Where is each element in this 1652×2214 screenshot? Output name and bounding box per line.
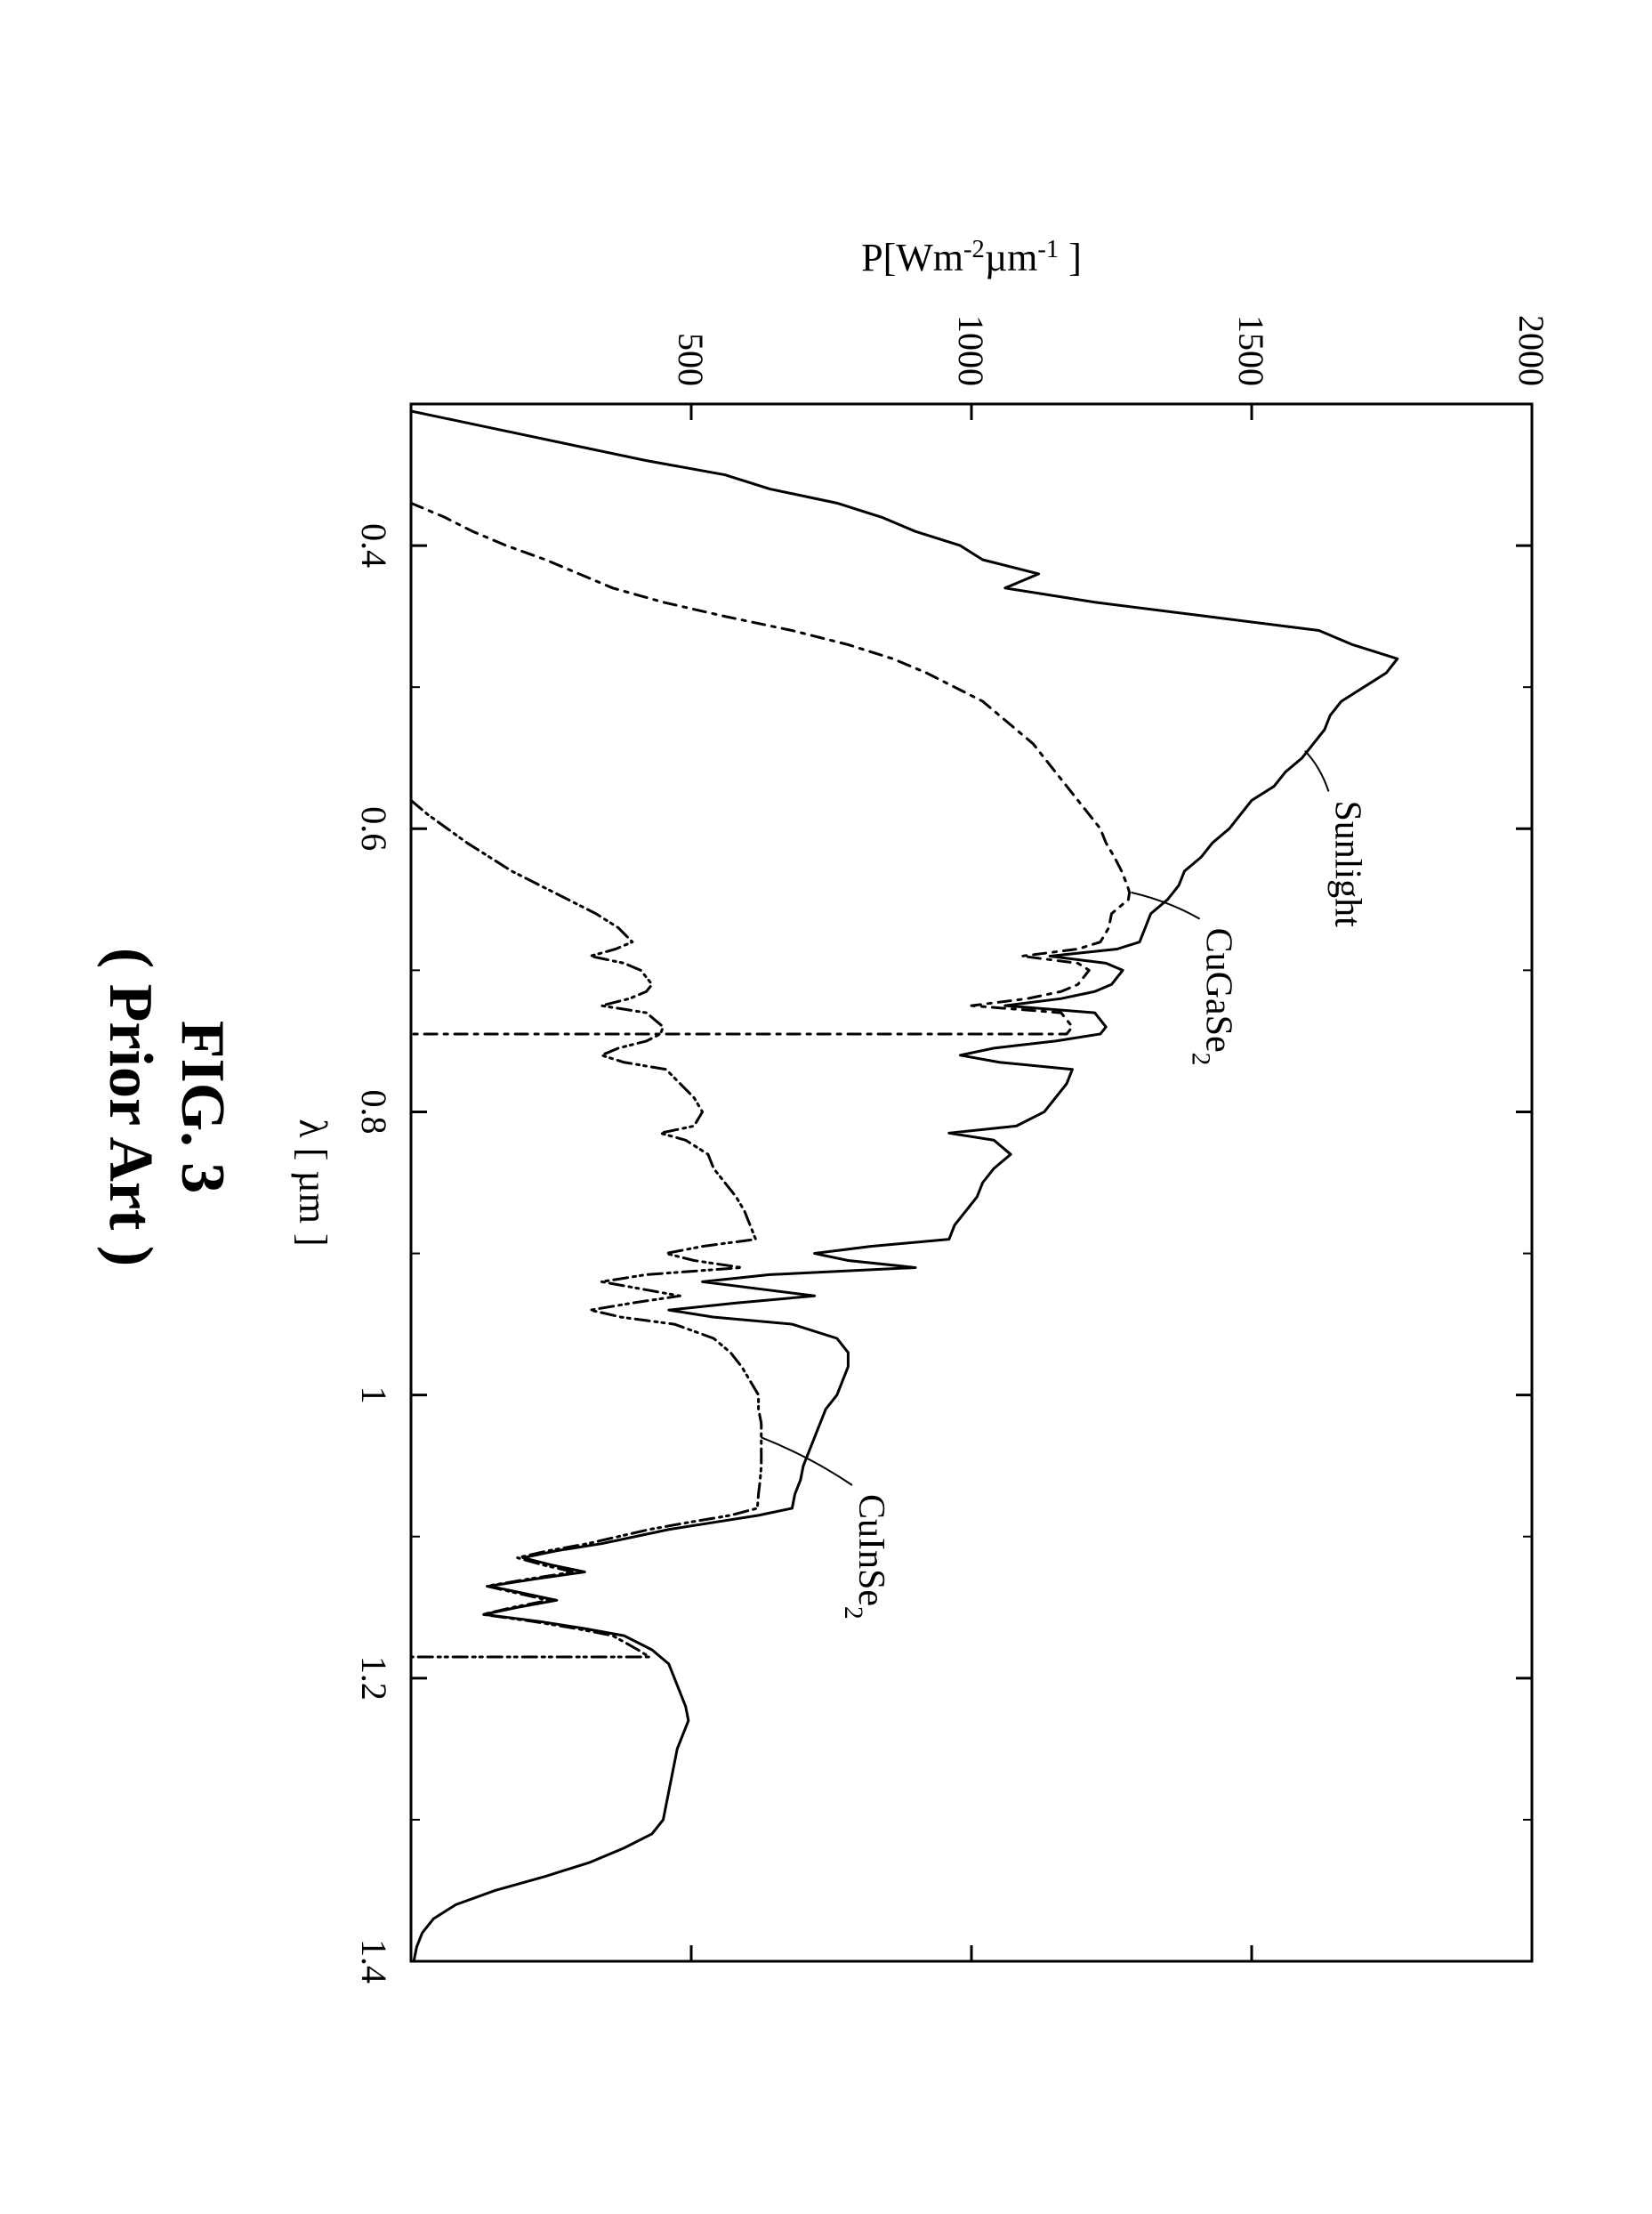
svg-text:1000: 1000 bbox=[951, 315, 991, 386]
svg-text:λ [ µm ]: λ [ µm ] bbox=[291, 1119, 334, 1246]
svg-text:2000: 2000 bbox=[1511, 315, 1551, 386]
label-sunlight: Sunlight bbox=[1326, 800, 1367, 927]
caption-line-2: ( Prior Art ) bbox=[94, 217, 166, 1997]
svg-text:0.4: 0.4 bbox=[354, 523, 394, 568]
svg-text:0.6: 0.6 bbox=[354, 806, 394, 851]
page-container: 0.40.60.811.21.4500100015002000λ [ µm ]P… bbox=[0, 0, 1652, 2214]
svg-text:1500: 1500 bbox=[1231, 315, 1271, 386]
svg-text:1.4: 1.4 bbox=[354, 1939, 394, 1984]
svg-text:1.2: 1.2 bbox=[354, 1656, 394, 1701]
svg-text:0.8: 0.8 bbox=[354, 1089, 394, 1134]
svg-text:1: 1 bbox=[354, 1386, 394, 1404]
caption-line-1: FIG. 3 bbox=[165, 217, 238, 1997]
svg-text:500: 500 bbox=[671, 333, 711, 386]
figure-caption: FIG. 3 ( Prior Art ) bbox=[94, 217, 238, 1997]
rotated-chart-wrapper: 0.40.60.811.21.4500100015002000λ [ µm ]P… bbox=[94, 217, 1559, 1997]
spectrum-chart: 0.40.60.811.21.4500100015002000λ [ µm ]P… bbox=[269, 217, 1559, 1997]
